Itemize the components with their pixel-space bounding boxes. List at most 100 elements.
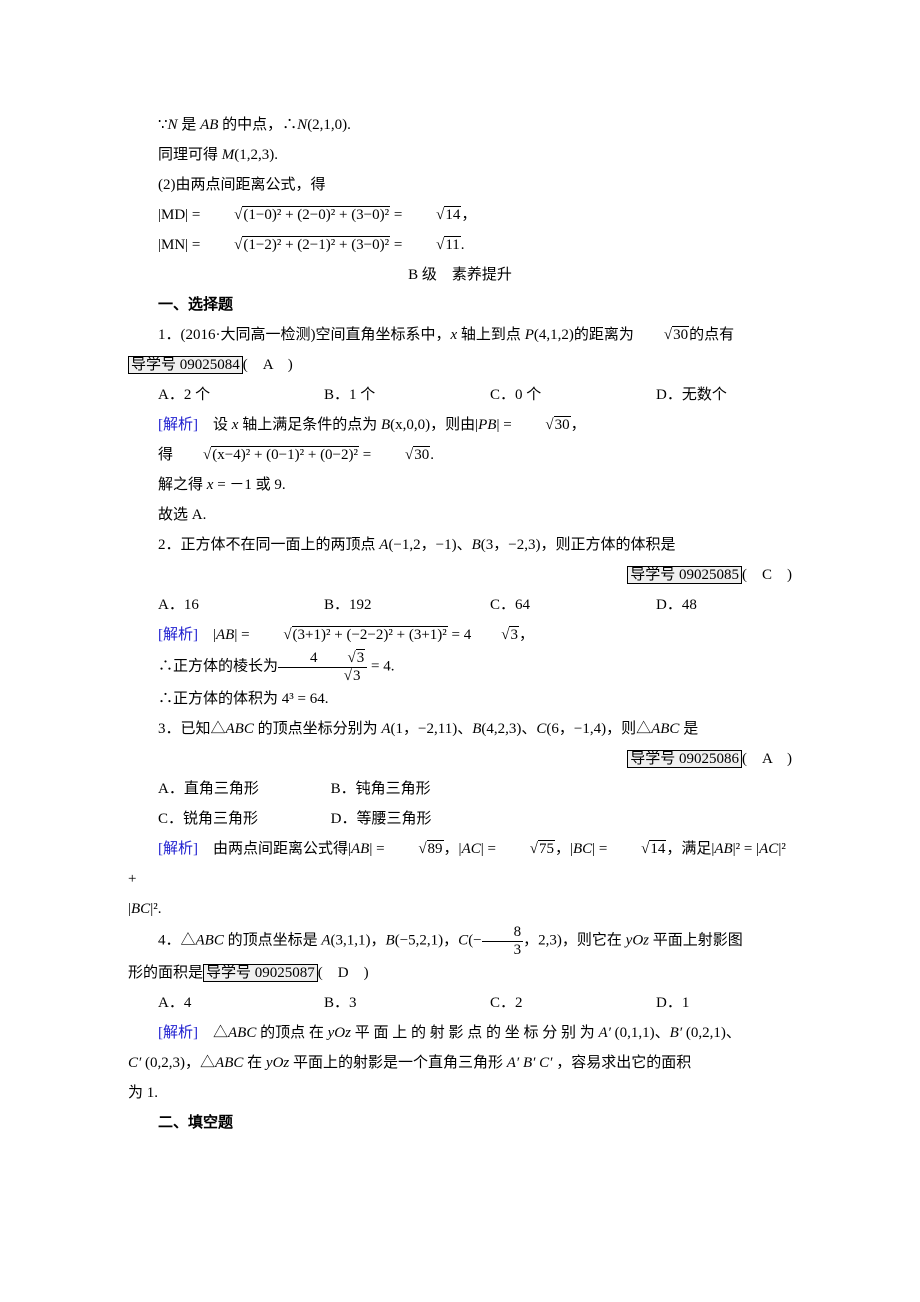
text: 的点有 — [689, 327, 734, 343]
text: |² = | — [733, 841, 759, 857]
q2-opt-c: C．64 — [460, 590, 626, 620]
sqrt: 30 — [515, 410, 570, 440]
var-c: C — [536, 721, 546, 737]
text: = －1 或 9. — [213, 477, 285, 493]
text: 在 — [243, 1055, 266, 1071]
text: 平 面 上 的 射 影 点 的 坐 标 分 别 为 — [351, 1025, 599, 1041]
q4-answer: ( D ) — [318, 965, 369, 981]
q4-opt-d: D．1 — [626, 988, 792, 1018]
q1-stem: 1．(2016·大同高一检测)空间直角坐标系中，x 轴上到点 P(4,1,2)的… — [128, 320, 792, 350]
q4-options: A．4 B．3 C．2 D．1 — [128, 988, 792, 1018]
rad: 3 — [509, 626, 519, 643]
fraction: 83 — [482, 924, 524, 958]
rad: 3 — [352, 667, 362, 684]
guide-number: 导学号 09025085 — [627, 566, 742, 584]
text: (0,2,3)，△ — [141, 1055, 215, 1071]
q4-sol-2: C′ (0,2,3)，△ABC 在 yOz 平面上的射影是一个直角三角形 A′ … — [128, 1048, 792, 1078]
text: | = — [592, 841, 611, 857]
sqrt: 30 — [634, 320, 689, 350]
q3-options-row1: A．直角三角形 B．钝角三角形 — [128, 774, 792, 804]
sqrt: 14 — [406, 200, 461, 230]
q2-options: A．16 B．192 C．64 D．48 — [128, 590, 792, 620]
text: 解之得 — [158, 477, 207, 493]
q3-opt-b: B．钝角三角形 — [301, 774, 474, 804]
sol-label: [解析] — [158, 1025, 198, 1041]
text: | = — [234, 627, 253, 643]
var-yoz: yOz — [328, 1025, 351, 1041]
text: 设 — [198, 417, 232, 433]
var-ab: AB — [200, 117, 218, 133]
text: ， — [519, 627, 534, 643]
rad: 14 — [444, 206, 461, 223]
intro-line-3: (2)由两点间距离公式，得 — [128, 170, 792, 200]
level-header: B 级 素养提升 — [128, 260, 792, 290]
text: (− — [468, 932, 481, 948]
var-b: B — [472, 721, 481, 737]
q3-guide-line: 导学号 09025086( A ) — [128, 744, 792, 774]
q4-sol-1: [解析] △ABC 的顶点 在 yOz 平 面 上 的 射 影 点 的 坐 标 … — [128, 1018, 792, 1048]
var-bc: BC — [131, 901, 150, 917]
text: (0,2,1)、 — [682, 1025, 741, 1041]
q4-stem-2: 形的面积是导学号 09025087( D ) — [128, 958, 792, 988]
rad: 89 — [427, 840, 444, 857]
q4-opt-a: A．4 — [128, 988, 294, 1018]
q1-sol-2: 得(x−4)² + (0−1)² + (0−2)² = 30. — [128, 440, 792, 470]
sqrt: 11 — [406, 230, 461, 260]
text: ，满足| — [666, 841, 714, 857]
var-a-prime: A′ — [507, 1055, 519, 1071]
guide-number: 导学号 09025084 — [128, 356, 243, 374]
q4-sol-3: 为 1. — [128, 1078, 792, 1108]
var-m: M — [222, 147, 235, 163]
text: = — [390, 207, 406, 223]
text: (1，−2,11)、 — [391, 721, 473, 737]
q2-guide-line: 导学号 09025085( C ) — [128, 560, 792, 590]
intro-mn: |MN| = (1−2)² + (2−1)² + (3−0)² = 11. — [128, 230, 792, 260]
var-ac: AC — [759, 841, 778, 857]
text: ，2,3)，则它在 — [523, 932, 626, 948]
var-a: A — [321, 932, 330, 948]
sqrt: 3 — [318, 650, 366, 667]
q1-sol-1: [解析] 设 x 轴上满足条件的点为 B(x,0,0)，则由|PB| = 30， — [128, 410, 792, 440]
text: | — [198, 627, 216, 643]
q3-opt-d: D．等腰三角形 — [301, 804, 474, 834]
text: ∵ — [158, 117, 168, 133]
text: ，容易求出它的面积 — [552, 1055, 691, 1071]
text: 得 — [158, 447, 173, 463]
text: 是 — [679, 721, 698, 737]
q2-opt-b: B．192 — [294, 590, 460, 620]
denominator: 3 — [482, 942, 524, 959]
numerator: 43 — [278, 650, 367, 668]
text: (6，−1,4)，则△ — [546, 721, 651, 737]
text: | = — [369, 841, 388, 857]
q1-options: A．2 个 B．1 个 C．0 个 D．无数个 — [128, 380, 792, 410]
text: | = — [481, 841, 500, 857]
intro-line-1: ∵N 是 AB 的中点，∴N(2,1,0). — [128, 110, 792, 140]
text: ，| — [555, 841, 573, 857]
text: (−5,2,1)， — [395, 932, 458, 948]
text: = 4 — [448, 627, 471, 643]
section-1-title: 一、选择题 — [128, 290, 792, 320]
intro-md: |MD| = (1−0)² + (2−0)² + (3−0)² = 14， — [128, 200, 792, 230]
q3-opt-c: C．锐角三角形 — [128, 804, 301, 834]
var-c-prime: C′ — [539, 1055, 552, 1071]
text: . — [430, 447, 434, 463]
rad: 11 — [444, 236, 460, 253]
text: (4,1,2)的距离为 — [534, 327, 634, 343]
var-a: A — [381, 721, 390, 737]
q1-opt-c: C．0 个 — [460, 380, 626, 410]
text: ， — [571, 417, 586, 433]
var-b-prime: B′ — [523, 1055, 535, 1071]
var-n2: N — [297, 117, 307, 133]
text: 由两点间距离公式得| — [198, 841, 351, 857]
q2-sol-2: ∴正方体的棱长为433 = 4. — [128, 650, 792, 684]
q1-answer: ( A ) — [243, 357, 293, 373]
text: = 4. — [367, 658, 394, 674]
text: (x,0,0)，则由| — [390, 417, 478, 433]
text: 形的面积是 — [128, 965, 203, 981]
text: 平面上射影图 — [649, 932, 743, 948]
q2-sol-3: ∴正方体的体积为 4³ = 64. — [128, 684, 792, 714]
sqrt: (3+1)² + (−2−2)² + (3+1)² — [253, 620, 447, 650]
var-abc: ABC — [651, 721, 679, 737]
guide-number: 导学号 09025087 — [203, 964, 318, 982]
rad: 30 — [672, 326, 689, 343]
